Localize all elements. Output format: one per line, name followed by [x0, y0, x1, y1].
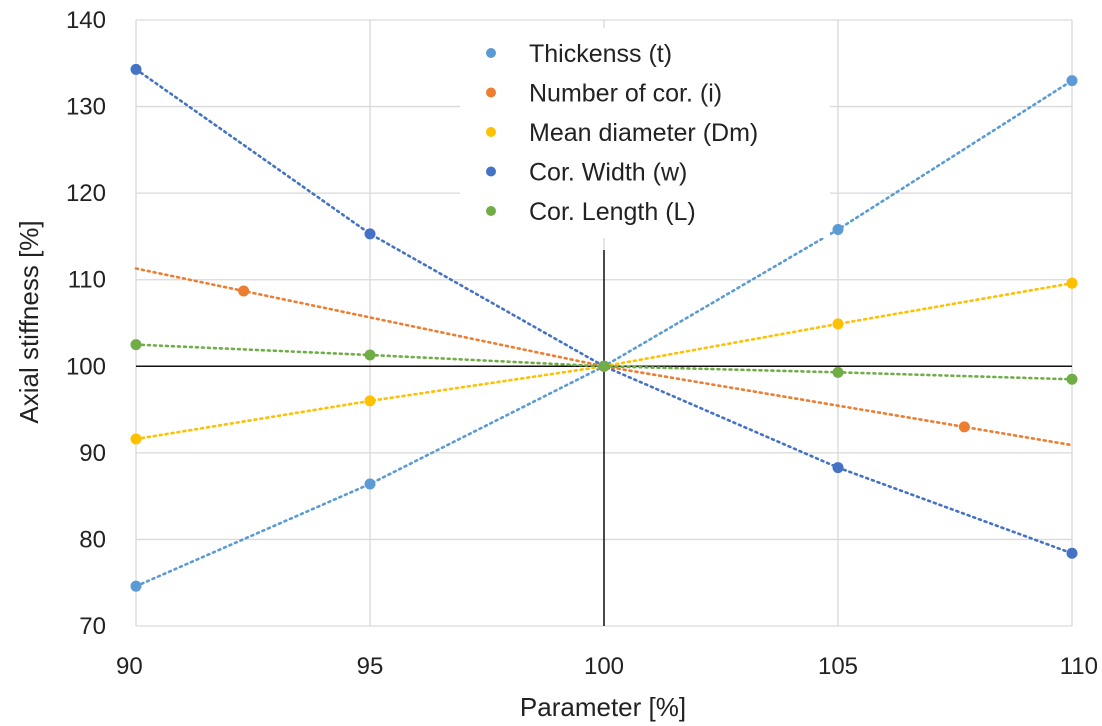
legend-label: Mean diameter (Dm) [529, 119, 758, 147]
legend-marker [486, 87, 496, 98]
data-point [364, 395, 376, 407]
legend-background [460, 28, 830, 238]
x-tick-label: 105 [818, 653, 858, 680]
y-tick-label: 70 [79, 613, 106, 640]
x-tick-label: 100 [584, 653, 624, 680]
data-point [130, 580, 142, 592]
data-point [1066, 277, 1078, 289]
y-tick-label: 110 [68, 267, 106, 294]
y-tick-label: 140 [66, 7, 106, 34]
x-tick-label: 95 [357, 653, 384, 680]
y-tick-label: 80 [79, 526, 106, 553]
series-layer [130, 63, 1078, 592]
data-point [1066, 75, 1078, 87]
data-point [832, 318, 844, 330]
y-axis-title: Axial stiffness [%] [14, 220, 44, 423]
legend-marker [486, 166, 496, 177]
reference-lines [136, 250, 1072, 626]
legend-label: Cor. Width (w) [529, 159, 687, 187]
data-point [832, 224, 844, 236]
data-point [958, 421, 970, 433]
tick-labels: 70 80 90 100 110 120 130 140 90 95 100 105 110 [66, 7, 1098, 680]
data-point [598, 360, 610, 372]
data-point [130, 433, 142, 445]
legend-label: Number of cor. (i) [529, 80, 722, 108]
data-point [364, 349, 376, 361]
legend-label: Thickenss (t) [529, 40, 672, 68]
trendline [134, 267, 1074, 447]
legend-marker [486, 127, 496, 137]
legend: Thickenss (t) Number of cor. (i) Mean diam… [486, 40, 758, 226]
legend-label: Cor. Length (L) [529, 198, 696, 226]
data-point [1066, 547, 1078, 559]
y-tick-label: 130 [66, 94, 106, 121]
data-point [832, 462, 844, 474]
data-point [832, 366, 844, 378]
legend-marker [486, 48, 496, 58]
data-point [1066, 373, 1078, 385]
y-tick-label: 90 [79, 440, 106, 467]
data-point [130, 63, 142, 75]
data-point [130, 339, 142, 351]
series-5 [130, 339, 1078, 385]
data-point [238, 285, 250, 297]
data-point [364, 478, 376, 490]
x-axis-title: Parameter [%] [520, 692, 686, 722]
x-tick-label: 110 [1060, 653, 1098, 680]
y-tick-label: 120 [66, 180, 106, 207]
data-point [364, 228, 376, 240]
legend-marker [486, 206, 496, 216]
y-tick-label: 100 [66, 353, 106, 380]
x-tick-label: 90 [116, 653, 143, 680]
